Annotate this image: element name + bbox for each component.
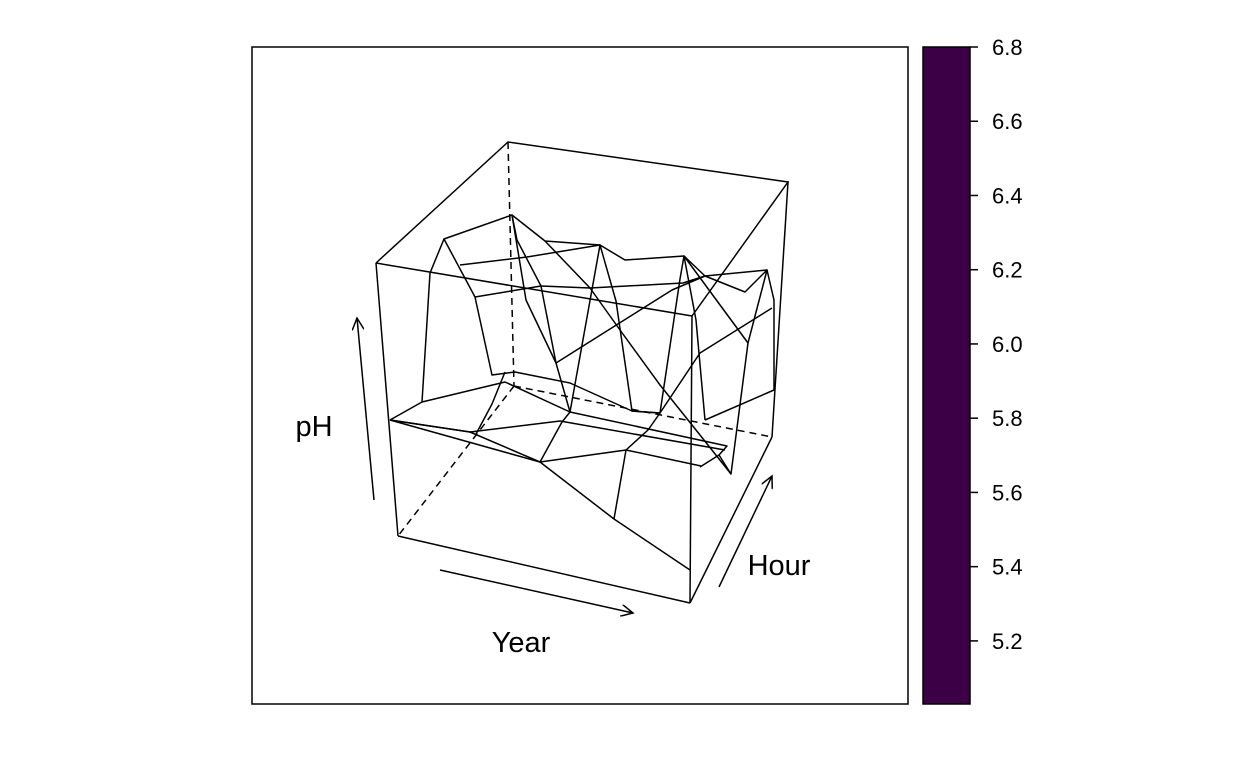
surface-line-left-drop [421, 272, 431, 403]
surface-line-row4 [443, 238, 661, 414]
colorbar-tick-label: 6.8 [992, 35, 1023, 60]
plot-panel-frame [251, 46, 909, 705]
surface-line-front-top [389, 381, 728, 468]
colorbar-tick-label: 5.8 [992, 406, 1023, 431]
box-edge-top [375, 141, 790, 317]
box-edge-hidden-vertical [507, 141, 515, 387]
box-edge-hidden-year [397, 385, 515, 537]
colorbar-tick-label: 6.0 [992, 332, 1023, 357]
colorbar-tick-label: 6.2 [992, 258, 1023, 283]
box-hidden-edges [397, 141, 773, 537]
surface-line-bottom-sweep [389, 419, 691, 571]
box-edge-front-vertical [689, 315, 693, 604]
colorbar [922, 46, 971, 705]
colorbar-tick-label: 5.6 [992, 480, 1023, 505]
colorbar-tick-label: 6.4 [992, 183, 1023, 208]
colorbar-tick-label: 5.4 [992, 555, 1023, 580]
surface-line-row2 [459, 244, 601, 266]
y-axis-label: Hour [748, 550, 811, 582]
axis-arrows [357, 318, 772, 613]
box-edge-right-vertical [771, 181, 789, 438]
surface-line-ridge [429, 214, 775, 421]
hour-axis-arrow [718, 476, 772, 588]
surface-line-right-diag [683, 255, 749, 344]
box-edge-top-front [375, 262, 693, 317]
year-axis-arrow [439, 569, 633, 613]
box-edge-bottom-right [689, 436, 773, 604]
box-edge-bottom-front [397, 535, 691, 604]
x-axis-label: Year [492, 627, 551, 659]
surface-wireframe [389, 214, 775, 571]
box-edge-hidden-hour [513, 385, 773, 438]
z-axis-label: pH [295, 411, 332, 443]
colorbar-tick-label: 5.2 [992, 629, 1023, 654]
surface-line-curtain1 [475, 371, 506, 435]
surface-line-curtain2 [539, 411, 571, 463]
surface-line-front-low [389, 419, 702, 467]
surface-line-row3 [474, 275, 706, 298]
surface-line-diag2 [659, 307, 773, 414]
box-visible-edges [375, 141, 790, 604]
surface-line-right-wall [704, 269, 768, 475]
box-edge-left-vertical [375, 262, 399, 537]
ph-axis-arrow [357, 318, 375, 501]
colorbar-tick-label: 6.6 [992, 109, 1023, 134]
surface-line-curtain3 [613, 412, 661, 520]
colorbar-ticks: 5.2 5.4 5.6 5.8 6.0 6.2 6.4 6.6 6.8 [970, 35, 1023, 654]
